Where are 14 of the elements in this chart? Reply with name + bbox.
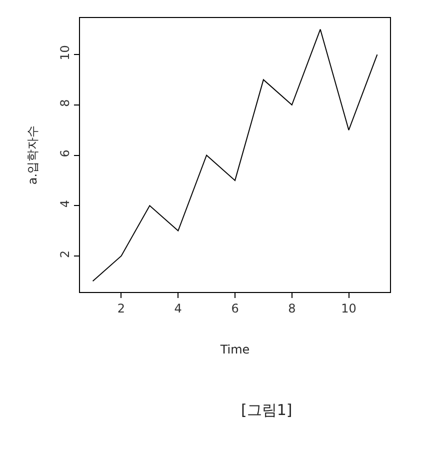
y-tick-label: 2 [58,250,72,258]
y-axis-title: a.입학자수 [26,125,40,185]
x-tick-label: 8 [288,301,296,316]
y-tick-label: 4 [58,200,72,208]
x-tick-label: 2 [117,301,126,316]
x-axis-title: Time [219,342,250,356]
text: [그림1] [241,401,292,419]
y-tick-label: 8 [58,99,72,107]
x-tick-label: 10 [341,301,356,316]
y-tick-label: 6 [58,150,72,158]
y-tick-label: 10 [58,45,72,60]
x-tick-label: 6 [231,301,239,316]
line-series [92,28,378,282]
x-tick-label: 4 [174,301,182,316]
